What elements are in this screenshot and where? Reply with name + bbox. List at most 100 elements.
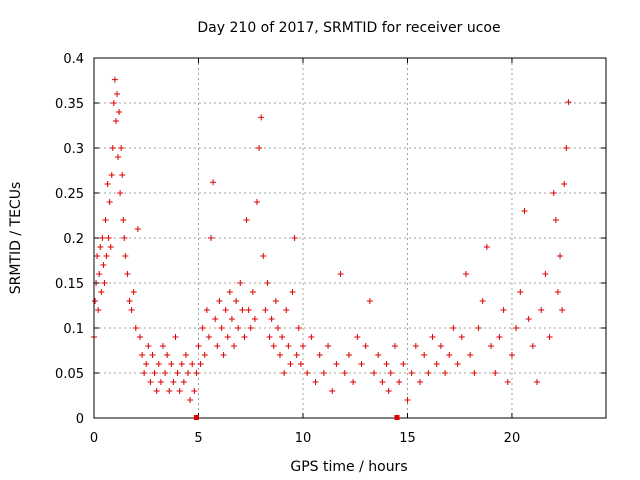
data-point xyxy=(235,325,242,331)
y-tick-label: 0.2 xyxy=(63,232,84,247)
data-point xyxy=(279,334,286,340)
data-point xyxy=(134,226,141,232)
data-point xyxy=(212,316,219,322)
data-point xyxy=(121,235,128,241)
data-point xyxy=(109,145,116,151)
data-point xyxy=(104,181,111,187)
data-point xyxy=(337,271,344,277)
data-point xyxy=(214,343,221,349)
data-point xyxy=(96,271,103,277)
data-point xyxy=(442,370,449,376)
axis-ticks: 0 0.05 0.1 0.15 0.2 0.25 0.3 0.35 0.4 0 5 10 15 20 xyxy=(55,52,606,446)
grid-lines xyxy=(94,58,606,418)
y-tick-label: 0.1 xyxy=(63,322,84,337)
data-point xyxy=(379,379,386,385)
data-point xyxy=(228,316,235,322)
data-point xyxy=(147,379,154,385)
data-point xyxy=(362,343,369,349)
data-point xyxy=(320,370,327,376)
y-tick-label: 0.05 xyxy=(55,367,84,382)
data-point xyxy=(185,370,192,376)
data-point xyxy=(210,179,217,186)
data-point xyxy=(488,343,495,349)
data-point xyxy=(241,334,248,340)
data-point xyxy=(251,316,258,322)
data-point xyxy=(387,370,394,376)
data-point xyxy=(479,298,486,304)
data-point xyxy=(166,388,173,394)
data-point xyxy=(260,253,267,259)
data-point xyxy=(110,100,117,106)
data-point xyxy=(143,361,150,367)
x-tick-label: 20 xyxy=(504,431,521,446)
data-point xyxy=(182,352,189,358)
data-point xyxy=(172,334,179,340)
data-point xyxy=(561,181,568,187)
data-point xyxy=(95,307,102,313)
data-point xyxy=(391,343,398,349)
data-point xyxy=(433,361,440,367)
data-point xyxy=(141,370,148,376)
data-point xyxy=(108,172,115,178)
data-point xyxy=(281,370,288,376)
data-point xyxy=(312,379,319,385)
data-point xyxy=(385,388,392,394)
data-point xyxy=(358,361,365,367)
data-point xyxy=(274,325,281,331)
data-point xyxy=(266,334,273,340)
data-point xyxy=(239,307,246,313)
data-point xyxy=(412,343,419,349)
data-point xyxy=(203,307,210,313)
data-point xyxy=(170,379,177,385)
data-point xyxy=(136,334,143,340)
y-axis-title: SRMTID / TECUs xyxy=(8,182,24,295)
data-point xyxy=(400,361,407,367)
data-point xyxy=(92,298,99,304)
data-point xyxy=(289,289,296,295)
data-point xyxy=(554,289,561,295)
data-point xyxy=(508,352,515,358)
data-point xyxy=(521,208,528,214)
data-point xyxy=(258,114,265,121)
x-tick-label: 15 xyxy=(399,431,416,446)
data-point xyxy=(106,199,113,205)
data-point xyxy=(149,352,156,358)
x-axis-marker xyxy=(193,415,199,420)
data-point xyxy=(120,217,127,223)
y-tick-label: 0.15 xyxy=(55,277,84,292)
data-point xyxy=(254,199,261,205)
data-point xyxy=(421,352,428,358)
data-point xyxy=(272,298,279,304)
data-point xyxy=(557,253,564,259)
data-point xyxy=(162,370,169,376)
data-point xyxy=(268,316,275,322)
data-point xyxy=(174,370,181,376)
data-point xyxy=(103,253,110,259)
data-point xyxy=(100,262,107,268)
data-point xyxy=(329,388,336,394)
data-point xyxy=(176,388,183,394)
chart-title: Day 210 of 2017, SRMTID for receiver uco… xyxy=(197,20,500,36)
data-point xyxy=(308,334,315,340)
data-point xyxy=(283,307,290,313)
data-point xyxy=(467,352,474,358)
data-point xyxy=(565,99,572,106)
data-point xyxy=(291,235,298,241)
data-point xyxy=(425,370,432,376)
data-point xyxy=(316,352,323,358)
data-point xyxy=(128,307,135,313)
x-axis-markers xyxy=(193,415,400,420)
data-point xyxy=(193,370,200,376)
data-point xyxy=(164,352,171,358)
data-point xyxy=(155,361,162,367)
data-point xyxy=(417,379,424,385)
data-point xyxy=(471,370,478,376)
data-point xyxy=(350,379,357,385)
data-point xyxy=(157,379,164,385)
data-point xyxy=(375,352,382,358)
y-tick-label: 0.3 xyxy=(63,142,84,157)
data-point xyxy=(550,190,557,196)
data-point xyxy=(153,388,160,394)
x-tick-label: 0 xyxy=(90,431,98,446)
